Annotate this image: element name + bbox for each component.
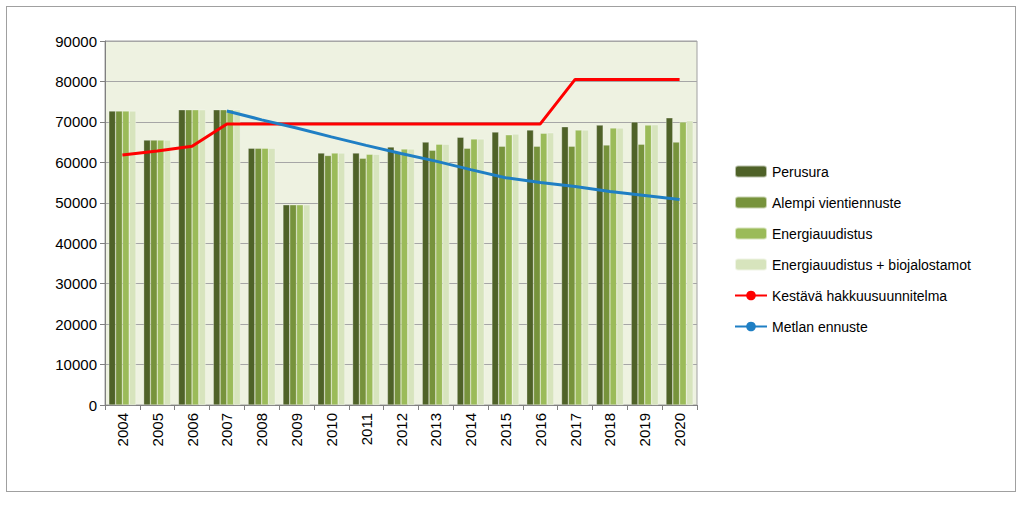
- svg-text:90000: 90000: [55, 33, 97, 50]
- svg-text:0: 0: [89, 397, 97, 414]
- svg-text:60000: 60000: [55, 154, 97, 171]
- svg-text:10000: 10000: [55, 356, 97, 373]
- svg-text:20000: 20000: [55, 316, 97, 333]
- svg-text:2017: 2017: [567, 413, 584, 446]
- svg-text:Metlan ennuste: Metlan ennuste: [772, 319, 868, 335]
- svg-text:70000: 70000: [55, 113, 97, 130]
- svg-text:2014: 2014: [462, 413, 479, 446]
- svg-text:Energiauudistus + biojalostamo: Energiauudistus + biojalostamot: [772, 257, 971, 273]
- svg-text:2008: 2008: [253, 413, 270, 446]
- svg-text:30000: 30000: [55, 275, 97, 292]
- svg-text:2006: 2006: [184, 413, 201, 446]
- svg-text:2005: 2005: [149, 413, 166, 446]
- svg-text:Energiauudistus: Energiauudistus: [772, 226, 872, 242]
- svg-text:Alempi vientiennuste: Alempi vientiennuste: [772, 195, 901, 211]
- svg-text:2010: 2010: [323, 413, 340, 446]
- svg-text:80000: 80000: [55, 73, 97, 90]
- svg-text:40000: 40000: [55, 235, 97, 252]
- svg-text:2009: 2009: [288, 413, 305, 446]
- svg-text:2012: 2012: [393, 413, 410, 446]
- svg-text:2016: 2016: [532, 413, 549, 446]
- svg-text:2019: 2019: [636, 413, 653, 446]
- svg-text:2004: 2004: [114, 413, 131, 446]
- svg-text:2011: 2011: [358, 413, 375, 445]
- svg-text:Kestävä hakkuusuunnitelma: Kestävä hakkuusuunnitelma: [772, 288, 947, 304]
- svg-text:50000: 50000: [55, 194, 97, 211]
- svg-text:2007: 2007: [218, 413, 235, 446]
- svg-text:2020: 2020: [671, 413, 688, 446]
- svg-text:2018: 2018: [601, 413, 618, 446]
- svg-text:Perusura: Perusura: [772, 164, 829, 180]
- svg-text:2015: 2015: [497, 413, 514, 446]
- svg-text:2013: 2013: [427, 413, 444, 446]
